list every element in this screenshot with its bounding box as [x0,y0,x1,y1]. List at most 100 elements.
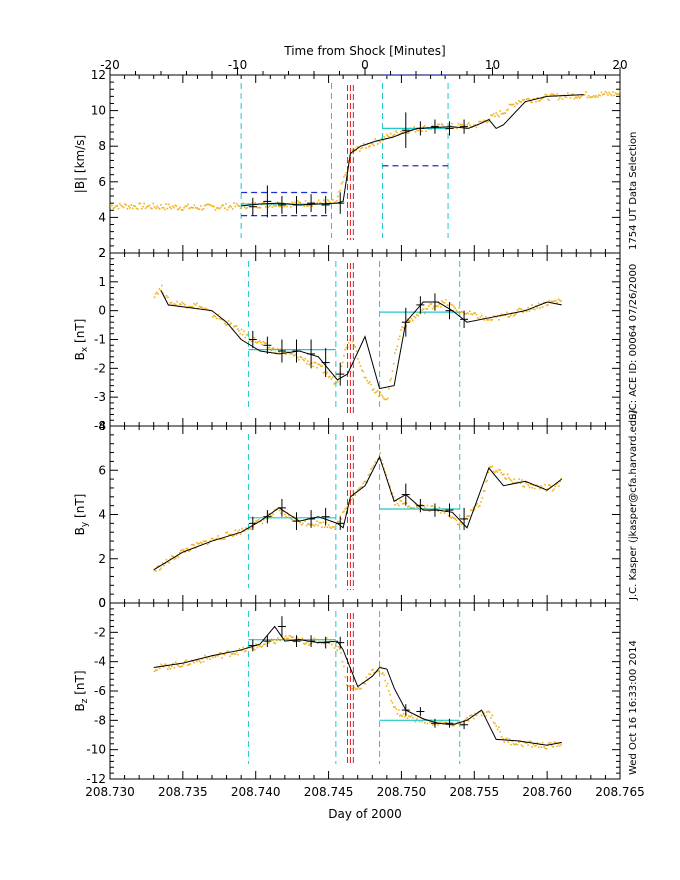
data-point [351,497,354,499]
data-point [143,202,146,205]
data-point [122,206,125,209]
data-point [330,378,333,380]
data-point [488,466,491,469]
data-point [206,543,209,546]
y-tick-label: -2 [94,625,106,639]
data-point [431,724,434,726]
data-point [190,305,193,308]
data-point [407,506,409,508]
data-point [176,663,178,666]
data-point [422,308,425,310]
data-point [372,464,375,467]
data-point [443,512,446,514]
data-point [174,557,177,559]
data-point [271,206,274,208]
data-point [135,207,138,210]
data-point [505,478,508,480]
data-point [283,351,286,353]
data-point [356,688,359,690]
data-point [380,137,383,140]
data-point [167,296,169,299]
data-point [395,348,397,351]
data-point [288,634,291,637]
data-point [536,484,539,487]
data-point [212,315,214,318]
data-point [379,452,382,455]
data-point [354,346,357,348]
data-point [494,115,496,118]
data-point [414,503,417,505]
fit-line [160,290,562,390]
data-point [275,204,278,207]
data-point [344,508,346,510]
data-point [536,306,539,309]
data-point [525,742,528,744]
data-point [459,722,462,725]
data-point [185,205,188,208]
data-point [531,304,533,306]
y-tick-label: -1 [94,333,106,347]
top-tick-label: -10 [228,58,248,72]
data-point [413,126,415,128]
data-point [521,479,523,481]
data-point [172,662,174,665]
data-point [305,524,308,527]
data-point [272,639,274,642]
data-point [185,547,188,550]
data-point [348,685,351,687]
data-point [346,684,348,686]
data-point [465,718,467,721]
data-point [549,484,551,487]
data-point [486,121,488,124]
data-point [557,98,560,101]
data-point [205,308,207,310]
data-point [242,202,245,204]
data-point [383,135,386,138]
data-point [357,686,360,689]
y-tick-label: -4 [94,419,106,433]
x-tick-label: 208.730 [85,785,135,799]
data-point [377,670,379,673]
data-point [338,375,340,378]
data-point [165,558,168,561]
data-point [186,547,189,550]
data-point [400,130,402,133]
data-point [379,141,382,143]
data-point [498,726,500,728]
data-point [499,110,502,112]
data-point [385,685,388,687]
data-point [173,302,176,305]
y-axis-label: By [nT] [73,494,90,536]
data-point [468,715,471,717]
data-point [540,98,543,101]
data-point [457,721,459,723]
data-point [431,125,434,127]
data-point [569,97,572,99]
data-point [404,501,407,504]
data-point [245,527,247,529]
data-point [473,124,475,127]
data-point [164,562,166,565]
y-tick-label: 0 [98,596,106,610]
data-point [115,205,117,208]
data-point [397,709,400,711]
data-point [417,507,419,509]
data-point [291,352,294,355]
data-point [482,317,484,320]
y-tick-label: 4 [98,210,106,224]
data-point [227,320,230,322]
data-point [341,511,344,514]
data-point [324,200,326,203]
data-point [133,205,135,207]
data-point [229,655,231,658]
data-point [316,366,318,369]
data-point [520,308,523,310]
data-point [532,98,535,100]
data-point [219,651,222,654]
data-point [113,206,116,209]
data-point [320,365,322,367]
data-point [384,398,387,401]
data-point [558,485,560,487]
data-point [506,311,508,314]
x-tick-label: 208.745 [304,785,354,799]
